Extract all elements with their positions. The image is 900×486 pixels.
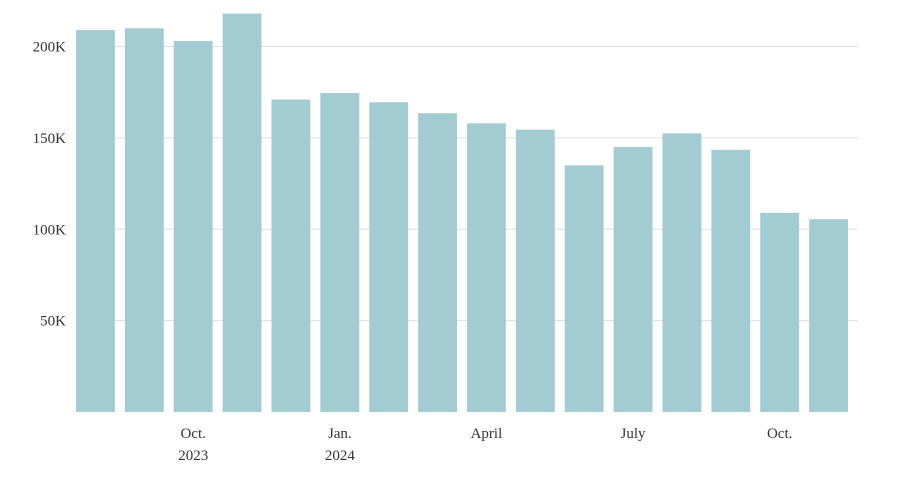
bars [76, 13, 848, 413]
x-axis-ticks: Oct. 2023 Jan. 2024 April July Oct. [178, 426, 792, 464]
y-axis-ticks: 50K 100K 150K 200K [33, 40, 67, 330]
bar-2024-01 [320, 93, 360, 413]
bar-2023-12 [271, 99, 311, 412]
x-tick-label: Jan. [328, 426, 352, 442]
bar-2023-09 [124, 28, 164, 412]
y-tick-label: 100K [33, 222, 67, 238]
bar-2024-09 [711, 149, 751, 412]
bar-2024-10 [760, 212, 800, 412]
y-tick-label: 200K [33, 40, 67, 56]
x-tick-label: Oct. [180, 426, 205, 442]
bar-2023-08 [76, 30, 115, 412]
bar-2023-11 [222, 13, 262, 413]
bar-2024-05 [515, 129, 555, 412]
bar-2024-04 [467, 123, 506, 413]
bar-2024-06 [564, 165, 604, 412]
bar-2024-03 [418, 113, 457, 412]
bar-2024-02 [369, 102, 409, 412]
bar-2023-10 [173, 41, 213, 413]
y-tick-label: 150K [33, 131, 67, 147]
x-tick-label: July [621, 426, 647, 442]
x-tick-label: April [471, 426, 503, 442]
x-tick-year-label: 2024 [325, 448, 356, 464]
x-tick-label: Oct. [767, 426, 792, 442]
bar-2024-07 [613, 147, 653, 412]
bar-2024-08 [662, 133, 702, 412]
bar-2024-11 [809, 219, 848, 412]
x-tick-year-label: 2023 [178, 448, 208, 464]
y-tick-label: 50K [40, 314, 66, 330]
